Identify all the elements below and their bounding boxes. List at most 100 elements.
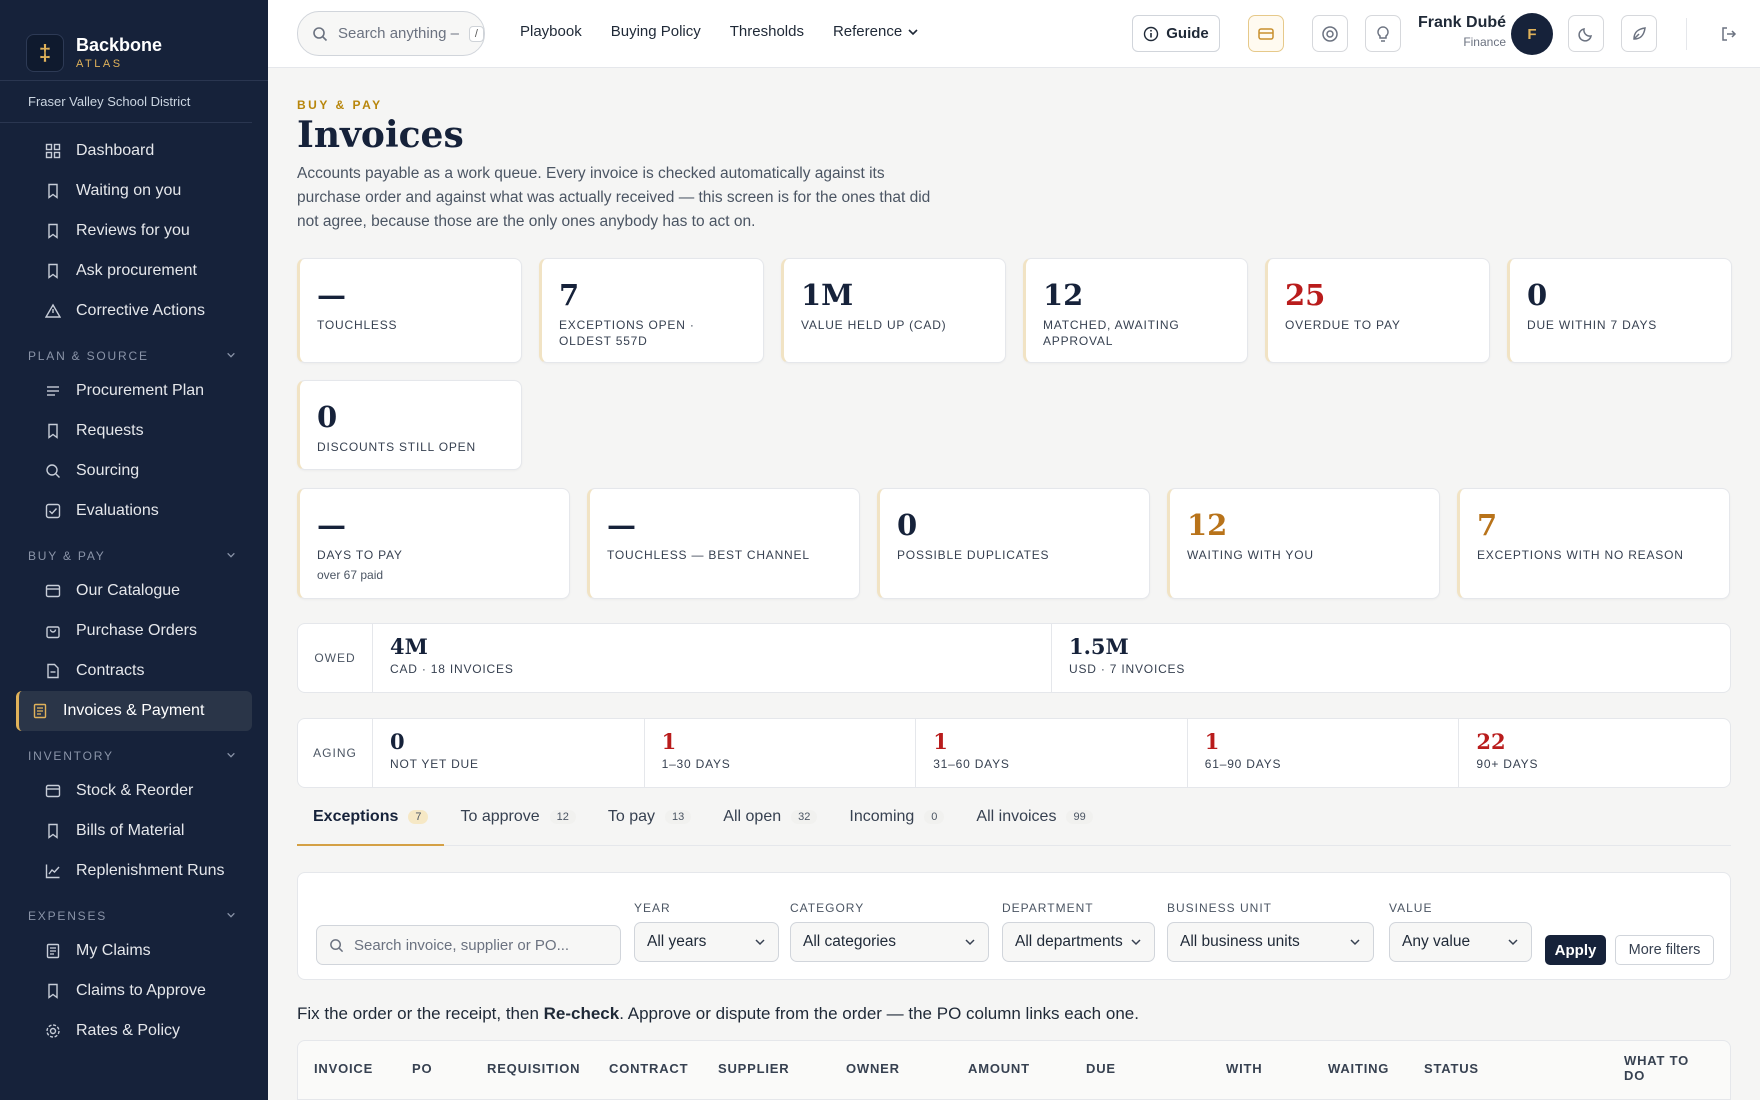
value-select[interactable]: Any value <box>1389 922 1532 962</box>
column-header-what-to-do[interactable]: WHAT TO DO <box>1624 1053 1690 1083</box>
kpi-card-possible-duplicates[interactable]: 0 POSSIBLE DUPLICATES <box>877 488 1150 599</box>
kpi-card-exceptions-open-oldest-557d[interactable]: 7 EXCEPTIONS OPEN · OLDEST 557D <box>539 258 764 363</box>
lightbulb-icon <box>1377 25 1389 42</box>
bookmark-icon <box>44 982 62 1000</box>
ideas-button[interactable] <box>1365 15 1401 52</box>
sidebar-item-requests[interactable]: Requests <box>16 411 252 451</box>
brand[interactable]: ‡ Backbone ATLAS <box>0 0 268 81</box>
nav-reference[interactable]: Reference <box>833 23 919 40</box>
guide-button[interactable]: Guide <box>1132 15 1220 52</box>
logout-button[interactable] <box>1711 15 1747 52</box>
sidebar-item-rates-and-policy[interactable]: Rates & Policy <box>16 1011 252 1051</box>
kpi-card-touchless-best-channel[interactable]: — TOUCHLESS — BEST CHANNEL <box>587 488 860 599</box>
sidebar-item-claims-to-approve[interactable]: Claims to Approve <box>16 971 252 1011</box>
kpi-card-touchless[interactable]: — TOUCHLESS <box>297 258 522 363</box>
chevron-down-icon <box>908 28 918 35</box>
wallet-button[interactable] <box>1248 15 1284 52</box>
kpi-value: 25 <box>1285 278 1326 312</box>
kpi-card-waiting-with-you[interactable]: 12 WAITING WITH YOU <box>1167 488 1440 599</box>
column-header-waiting[interactable]: WAITING <box>1328 1061 1390 1076</box>
column-header-invoice[interactable]: INVOICE <box>314 1061 374 1076</box>
dark-mode-toggle[interactable] <box>1568 15 1604 52</box>
global-search-input[interactable]: Search anything – / <box>297 11 485 56</box>
column-header-due[interactable]: DUE <box>1086 1061 1116 1076</box>
page-description: Accounts payable as a work queue. Every … <box>297 165 931 230</box>
sidebar-item-ask-procurement[interactable]: Ask procurement <box>16 251 252 291</box>
department-select[interactable]: All departments <box>1002 922 1155 962</box>
invoice-search-input[interactable]: Search invoice, supplier or PO... <box>316 925 621 965</box>
nav-buying-policy[interactable]: Buying Policy <box>610 23 701 40</box>
sidebar-item-evaluations[interactable]: Evaluations <box>16 491 252 531</box>
sidebar-item-label: Rates & Policy <box>76 1022 181 1039</box>
aging-bucket-not-yet-due[interactable]: 0 NOT YET DUE <box>373 719 645 787</box>
feedback-button[interactable] <box>1621 15 1657 52</box>
column-header-status[interactable]: STATUS <box>1424 1061 1479 1076</box>
aging-value: 22 <box>1476 729 1506 754</box>
sidebar-item-reviews-for-you[interactable]: Reviews for you <box>16 211 252 251</box>
tab-exceptions[interactable]: Exceptions 7 <box>297 808 445 846</box>
sidebar-item-invoices-and-payment[interactable]: Invoices & Payment <box>16 691 252 731</box>
column-header-po[interactable]: PO <box>412 1061 433 1076</box>
chevron-down-icon <box>1508 939 1518 946</box>
sidebar-item-waiting-on-you[interactable]: Waiting on you <box>16 171 252 211</box>
nav-thresholds[interactable]: Thresholds <box>729 23 804 40</box>
tab-to-pay[interactable]: To pay 13 <box>592 808 707 846</box>
brand-name: Backbone <box>76 35 163 55</box>
sidebar-section-expenses[interactable]: EXPENSES <box>0 891 268 931</box>
more-filters-button[interactable]: More filters <box>1615 935 1714 965</box>
sidebar-item-label: Stock & Reorder <box>76 782 194 799</box>
chevron-down-icon <box>965 939 975 946</box>
column-header-requisition[interactable]: REQUISITION <box>487 1061 581 1076</box>
sidebar-item-my-claims[interactable]: My Claims <box>16 931 252 971</box>
tab-count-badge: 12 <box>549 810 576 824</box>
category-select[interactable]: All categories <box>790 922 989 962</box>
year-select[interactable]: All years <box>634 922 779 962</box>
user-name: Frank Dubé <box>1418 14 1507 31</box>
kpi-card-matched-awaiting-approval[interactable]: 12 MATCHED, AWAITING APPROVAL <box>1023 258 1248 363</box>
business-unit-select[interactable]: All business units <box>1167 922 1374 962</box>
sidebar-item-corrective-actions[interactable]: Corrective Actions <box>16 291 252 331</box>
sidebar-item-contracts[interactable]: Contracts <box>16 651 252 691</box>
kpi-label: VALUE HELD UP (CAD) <box>801 318 947 332</box>
sidebar-item-stock-and-reorder[interactable]: Stock & Reorder <box>16 771 252 811</box>
sidebar-item-our-catalogue[interactable]: Our Catalogue <box>16 571 252 611</box>
kpi-card-discounts-still-open[interactable]: 0 DISCOUNTS STILL OPEN <box>297 380 522 470</box>
column-header-with[interactable]: WITH <box>1226 1061 1263 1076</box>
owed-cad: 4M CAD · 18 INVOICES <box>373 624 1052 692</box>
column-header-owner[interactable]: OWNER <box>846 1061 900 1076</box>
sidebar-item-dashboard[interactable]: Dashboard <box>16 131 252 171</box>
sidebar-item-sourcing[interactable]: Sourcing <box>16 451 252 491</box>
apply-button[interactable]: Apply <box>1545 935 1606 965</box>
sidebar-section-plan-and-source[interactable]: PLAN & SOURCE <box>0 331 268 371</box>
kpi-card-overdue-to-pay[interactable]: 25 OVERDUE TO PAY <box>1265 258 1490 363</box>
column-header-contract[interactable]: CONTRACT <box>609 1061 689 1076</box>
aging-bucket-61-90-days[interactable]: 1 61–90 DAYS <box>1188 719 1460 787</box>
sidebar-section-buy-and-pay[interactable]: BUY & PAY <box>0 531 268 571</box>
kpi-card-exceptions-with-no-reason[interactable]: 7 EXCEPTIONS WITH NO REASON <box>1457 488 1730 599</box>
sidebar-section-inventory[interactable]: INVENTORY <box>0 731 268 771</box>
avatar[interactable]: F <box>1511 13 1553 55</box>
nav-playbook[interactable]: Playbook <box>520 23 582 40</box>
sidebar-item-bills-of-material[interactable]: Bills of Material <box>16 811 252 851</box>
tab-all-open[interactable]: All open 32 <box>707 808 833 846</box>
aging-bucket-31-60-days[interactable]: 1 31–60 DAYS <box>916 719 1188 787</box>
sidebar-item-procurement-plan[interactable]: Procurement Plan <box>16 371 252 411</box>
aging-bucket-90-days[interactable]: 22 90+ DAYS <box>1459 719 1730 787</box>
column-header-supplier[interactable]: SUPPLIER <box>718 1061 790 1076</box>
kpi-value: 12 <box>1187 508 1228 542</box>
kpi-label: TOUCHLESS <box>317 318 398 332</box>
bookmark-icon <box>44 222 62 240</box>
kpi-card-days-to-pay[interactable]: — DAYS TO PAY over 67 paid <box>297 488 570 599</box>
column-header-amount[interactable]: AMOUNT <box>968 1061 1030 1076</box>
tab-incoming[interactable]: Incoming 0 <box>833 808 960 846</box>
tab-to-approve[interactable]: To approve 12 <box>444 808 591 846</box>
kpi-card-value-held-up-cad[interactable]: 1M VALUE HELD UP (CAD) <box>781 258 1006 363</box>
tab-all-invoices[interactable]: All invoices 99 <box>960 808 1108 846</box>
aging-bucket-1-30-days[interactable]: 1 1–30 DAYS <box>645 719 917 787</box>
help-button[interactable] <box>1312 15 1348 52</box>
kpi-card-due-within-7-days[interactable]: 0 DUE WITHIN 7 DAYS <box>1507 258 1732 363</box>
sidebar-item-purchase-orders[interactable]: Purchase Orders <box>16 611 252 651</box>
kpi-label: TOUCHLESS — BEST CHANNEL <box>607 548 810 562</box>
sidebar-item-replenishment-runs[interactable]: Replenishment Runs <box>16 851 252 891</box>
kpi-label: DUE WITHIN 7 DAYS <box>1527 318 1658 332</box>
